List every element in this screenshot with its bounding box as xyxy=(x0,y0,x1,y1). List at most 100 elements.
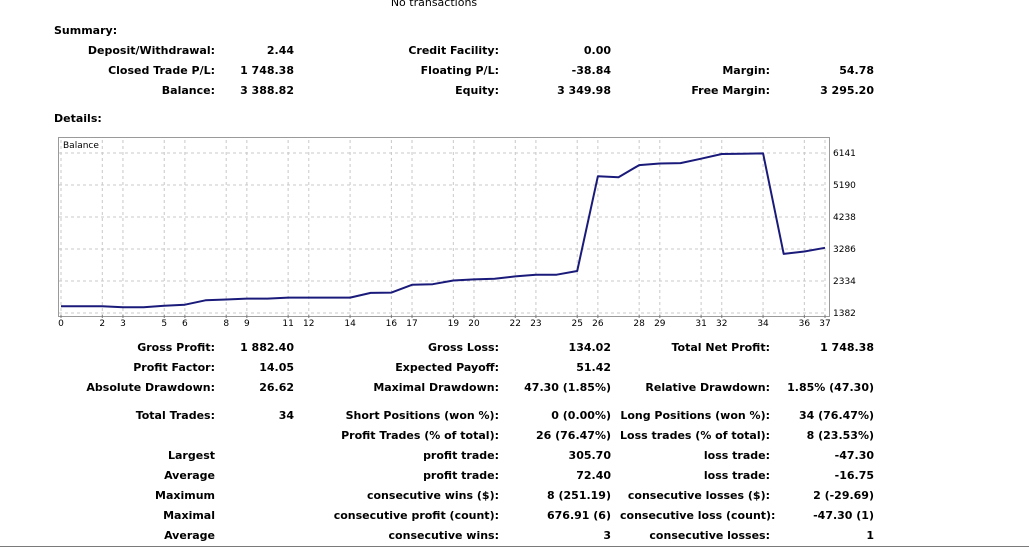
no-transactions-text: No transactions xyxy=(390,0,478,9)
average-loss-label: loss trade: xyxy=(703,469,770,482)
x-tick-label: 5 xyxy=(161,319,167,329)
y-tick-label: 2334 xyxy=(833,277,856,287)
largest-profit-label: profit trade: xyxy=(423,449,499,462)
y-tick-label: 1382 xyxy=(833,309,856,319)
closed-pl-value: 1 748.38 xyxy=(240,64,294,77)
long-positions-value: 34 (76.47%) xyxy=(798,409,874,422)
balance-series-line xyxy=(61,152,826,309)
x-tick-label: 16 xyxy=(386,319,398,329)
largest-profit-value: 305.70 xyxy=(568,449,611,462)
profit-trades-value: 26 (76.47%) xyxy=(535,429,611,442)
x-tick-label: 34 xyxy=(757,319,769,329)
x-tick-label: 23 xyxy=(530,319,541,329)
y-tick-label: 4238 xyxy=(833,213,856,223)
deposit-value: 2.44 xyxy=(266,44,294,57)
largest-loss-value: -47.30 xyxy=(834,449,874,462)
summary-title: Summary: xyxy=(54,24,118,37)
balance-label: Balance: xyxy=(161,84,215,97)
closed-pl-label: Closed Trade P/L: xyxy=(108,64,215,77)
equity-value: 3 349.98 xyxy=(557,84,611,97)
maximal-consec-profit-label: consecutive profit (count): xyxy=(333,509,499,522)
long-positions-label: Long Positions (won %): xyxy=(620,409,770,422)
x-tick-label: 17 xyxy=(406,319,417,329)
max-consec-losses-label: consecutive losses ($): xyxy=(627,489,770,502)
margin-value: 54.78 xyxy=(839,64,874,77)
absolute-drawdown-label: Absolute Drawdown: xyxy=(86,381,215,394)
y-tick-label: 5190 xyxy=(833,181,856,191)
profit-factor-value: 14.05 xyxy=(259,361,294,374)
x-tick-label: 20 xyxy=(468,319,480,329)
max-consec-wins-label: consecutive wins ($): xyxy=(366,489,499,502)
relative-drawdown-label: Relative Drawdown: xyxy=(645,381,770,394)
x-tick-label: 26 xyxy=(592,319,604,329)
maximal-label: Maximal xyxy=(163,509,215,522)
total-trades-value: 34 xyxy=(278,409,294,422)
maximum-label: Maximum xyxy=(155,489,215,502)
x-tick-label: 3 xyxy=(120,319,126,329)
free-margin-label: Free Margin: xyxy=(691,84,770,97)
x-tick-label: 14 xyxy=(344,319,356,329)
maximal-consec-loss-value: -47.30 (1) xyxy=(813,509,874,522)
profit-factor-label: Profit Factor: xyxy=(133,361,215,374)
relative-drawdown-value: 1.85% (47.30) xyxy=(787,381,874,394)
x-tick-label: 37 xyxy=(819,319,830,329)
maximal-consec-profit-value: 676.91 (6) xyxy=(547,509,611,522)
details-title: Details: xyxy=(54,112,102,125)
max-consec-losses-value: 2 (-29.69) xyxy=(813,489,874,502)
maximal-drawdown-label: Maximal Drawdown: xyxy=(373,381,499,394)
x-tick-label: 8 xyxy=(223,319,229,329)
loss-trades-value: 8 (23.53%) xyxy=(806,429,874,442)
x-tick-label: 0 xyxy=(58,319,64,329)
gross-profit-value: 1 882.40 xyxy=(240,341,294,354)
x-tick-label: 19 xyxy=(448,319,460,329)
floating-pl-label: Floating P/L: xyxy=(420,64,499,77)
credit-facility-label: Credit Facility: xyxy=(408,44,499,57)
credit-facility-value: 0.00 xyxy=(583,44,611,57)
maximal-drawdown-value: 47.30 (1.85%) xyxy=(524,381,611,394)
free-margin-value: 3 295.20 xyxy=(820,84,874,97)
loss-trades-label: Loss trades (% of total): xyxy=(620,429,771,442)
avg-consec-wins-label: consecutive wins: xyxy=(388,529,499,542)
avg-consec-wins-value: 3 xyxy=(603,529,611,542)
maximal-consec-loss-label: consecutive loss (count): xyxy=(620,509,776,522)
x-tick-label: 36 xyxy=(799,319,811,329)
gross-loss-label: Gross Loss: xyxy=(428,341,499,354)
x-tick-label: 12 xyxy=(303,319,314,329)
gross-profit-label: Gross Profit: xyxy=(137,341,215,354)
x-tick-label: 25 xyxy=(571,319,582,329)
average-profit-label: profit trade: xyxy=(423,469,499,482)
average-loss-value: -16.75 xyxy=(834,469,874,482)
absolute-drawdown-value: 26.62 xyxy=(259,381,294,394)
profit-trades-label: Profit Trades (% of total): xyxy=(341,429,499,442)
avg-consec-losses-value: 1 xyxy=(866,529,874,542)
balance-value: 3 388.82 xyxy=(240,84,294,97)
max-consec-wins-value: 8 (251.19) xyxy=(547,489,611,502)
bottom-divider xyxy=(0,546,1029,547)
short-positions-value: 0 (0.00%) xyxy=(551,409,611,422)
floating-pl-value: -38.84 xyxy=(571,64,611,77)
equity-label: Equity: xyxy=(455,84,499,97)
x-tick-label: 31 xyxy=(695,319,706,329)
deposit-label: Deposit/Withdrawal: xyxy=(87,44,215,57)
average-profit-value: 72.40 xyxy=(576,469,611,482)
average-label: Average xyxy=(164,469,215,482)
x-tick-label: 29 xyxy=(654,319,666,329)
y-tick-label: 6141 xyxy=(833,149,856,159)
short-positions-label: Short Positions (won %): xyxy=(345,409,499,422)
chart-title: Balance xyxy=(63,141,99,151)
average-consec-label: Average xyxy=(164,529,215,542)
gross-loss-value: 134.02 xyxy=(568,341,611,354)
largest-loss-label: loss trade: xyxy=(703,449,770,462)
largest-label: Largest xyxy=(168,449,215,462)
x-tick-label: 11 xyxy=(282,319,293,329)
x-tick-label: 6 xyxy=(182,319,188,329)
total-net-profit-label: Total Net Profit: xyxy=(671,341,771,354)
total-net-profit-value: 1 748.38 xyxy=(820,341,874,354)
avg-consec-losses-label: consecutive losses: xyxy=(649,529,770,542)
expected-payoff-label: Expected Payoff: xyxy=(395,361,499,374)
x-tick-label: 28 xyxy=(633,319,645,329)
x-tick-label: 22 xyxy=(510,319,521,329)
y-tick-label: 3286 xyxy=(833,245,856,255)
expected-payoff-value: 51.42 xyxy=(576,361,611,374)
